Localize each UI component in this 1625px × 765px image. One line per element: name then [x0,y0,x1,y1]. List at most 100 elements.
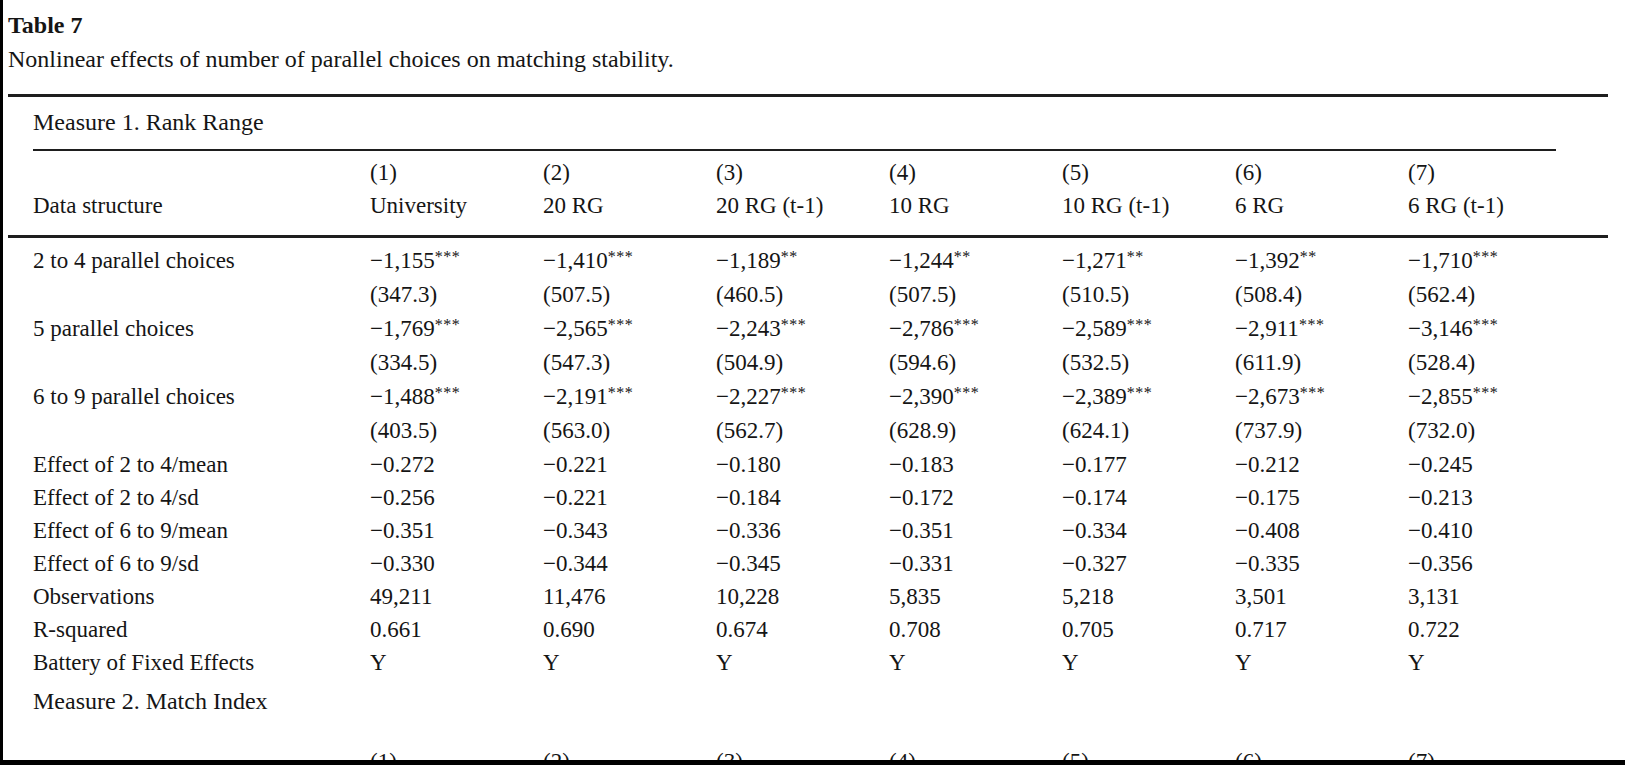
coef-row: 5 parallel choices−1,769***−2,565***−2,2… [33,314,1608,348]
se-row: (403.5)(563.0)(562.7)(628.9)(624.1)(737.… [33,416,1608,450]
stat-cell: Y [1235,648,1408,681]
column-name-row: Data structureUniversity20 RG20 RG (t-1)… [33,191,1608,224]
stat-cell: 3,501 [1235,582,1408,615]
se-cell: (528.4) [1408,348,1608,382]
coef-cell: −2,191*** [543,382,716,416]
significance-stars: *** [1473,384,1499,401]
column-header-table: (1)(2)(3)(4)(5)(6)(7)Data structureUnive… [33,158,1608,224]
row-label: Effect of 6 to 9/mean [33,516,370,549]
coef-value: −1,769 [370,316,435,341]
row-header-label: Data structure [33,191,370,224]
coef-value: −1,410 [543,248,608,273]
stat-cell: Y [716,648,889,681]
col-number: (4) [889,158,1062,191]
coef-value: −2,243 [716,316,781,341]
col-name: 6 RG (t-1) [1408,191,1608,224]
coef-value: −1,392 [1235,248,1300,273]
se-cell: (504.9) [716,348,889,382]
coef-cell: −2,911*** [1235,314,1408,348]
table-title: Table 7 [8,12,82,39]
stat-row: R-squared0.6610.6900.6740.7080.7050.7170… [33,615,1608,648]
significance-stars: *** [1127,384,1153,401]
coef-value: −2,565 [543,316,608,341]
coef-value: −3,146 [1408,316,1473,341]
stat-cell: −0.221 [543,483,716,516]
coef-cell: −1,244** [889,246,1062,280]
se-cell: (507.5) [543,280,716,314]
se-cell: (562.7) [716,416,889,450]
coef-cell: −1,392** [1235,246,1408,280]
coef-value: −2,227 [716,384,781,409]
page-left-border [0,0,3,765]
significance-stars: *** [608,316,634,333]
row-label: 2 to 4 parallel choices [33,246,370,280]
se-cell: (562.4) [1408,280,1608,314]
col-name: 20 RG [543,191,716,224]
stat-cell: −0.351 [889,516,1062,549]
section2-heading: Measure 2. Match Index [33,688,268,715]
row-header-spacer [33,158,370,191]
se-cell: (508.4) [1235,280,1408,314]
coef-cell: −1,410*** [543,246,716,280]
stat-cell: −0.221 [543,450,716,483]
stat-cell: 11,476 [543,582,716,615]
stat-cell: −0.174 [1062,483,1235,516]
se-cell: (628.9) [889,416,1062,450]
significance-stars: *** [1473,248,1499,265]
stat-cell: 0.690 [543,615,716,648]
stat-cell: 0.708 [889,615,1062,648]
row-label: 6 to 9 parallel choices [33,382,370,416]
significance-stars: ** [954,248,971,265]
significance-stars: *** [781,384,807,401]
stat-cell: −0.180 [716,450,889,483]
se-row: (347.3)(507.5)(460.5)(507.5)(510.5)(508.… [33,280,1608,314]
coef-value: −1,488 [370,384,435,409]
results-table: 2 to 4 parallel choices−1,155***−1,410**… [33,246,1608,681]
significance-stars: *** [1473,316,1499,333]
significance-stars: *** [1299,316,1325,333]
row-label: Effect of 2 to 4/sd [33,483,370,516]
coef-value: −2,673 [1235,384,1300,409]
table-caption: Nonlinear effects of number of parallel … [8,46,674,73]
stat-cell: −0.175 [1235,483,1408,516]
row-label-spacer [33,416,370,450]
stat-cell: −0.344 [543,549,716,582]
stat-cell: 5,218 [1062,582,1235,615]
coef-cell: −3,146*** [1408,314,1608,348]
stat-cell: −0.336 [716,516,889,549]
stat-cell: −0.343 [543,516,716,549]
coef-cell: −2,786*** [889,314,1062,348]
stat-cell: Y [1062,648,1235,681]
stat-cell: −0.256 [370,483,543,516]
stat-cell: −0.184 [716,483,889,516]
coef-cell: −2,589*** [1062,314,1235,348]
stat-cell: −0.330 [370,549,543,582]
coef-cell: −2,227*** [716,382,889,416]
row-label: 5 parallel choices [33,314,370,348]
coef-cell: −1,769*** [370,314,543,348]
stat-cell: −0.410 [1408,516,1608,549]
rule-under-section1-heading [33,149,1556,151]
stat-cell: −0.327 [1062,549,1235,582]
coef-value: −2,389 [1062,384,1127,409]
significance-stars: *** [1300,384,1326,401]
row-label-spacer [33,348,370,382]
stat-cell: Y [370,648,543,681]
coef-value: −2,911 [1235,316,1299,341]
coef-cell: −1,488*** [370,382,543,416]
col-number: (2) [543,158,716,191]
stat-row: Battery of Fixed EffectsYYYYYYY [33,648,1608,681]
stat-cell: −0.172 [889,483,1062,516]
stat-cell: −0.351 [370,516,543,549]
col-name: 20 RG (t-1) [716,191,889,224]
se-cell: (334.5) [370,348,543,382]
stat-cell: 3,131 [1408,582,1608,615]
stat-cell: Y [543,648,716,681]
se-cell: (347.3) [370,280,543,314]
se-cell: (563.0) [543,416,716,450]
stat-cell: 0.722 [1408,615,1608,648]
coef-value: −1,155 [370,248,435,273]
col-number: (1) [370,158,543,191]
coef-cell: −1,271** [1062,246,1235,280]
se-cell: (624.1) [1062,416,1235,450]
